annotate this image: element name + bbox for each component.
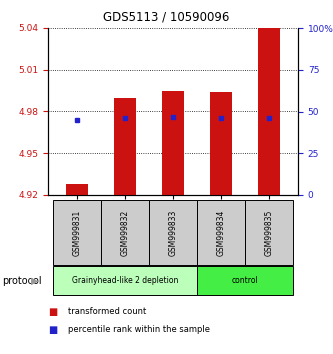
Text: GDS5113 / 10590096: GDS5113 / 10590096 [103, 10, 230, 23]
Bar [245, 200, 293, 265]
Text: percentile rank within the sample: percentile rank within the sample [68, 325, 210, 335]
Text: GSM999833: GSM999833 [168, 209, 177, 256]
Bar [101, 200, 149, 265]
Text: GSM999832: GSM999832 [121, 209, 130, 256]
Text: ▶: ▶ [31, 275, 38, 285]
Bar [53, 200, 101, 265]
Text: transformed count: transformed count [68, 308, 146, 316]
Text: GSM999831: GSM999831 [72, 209, 81, 256]
Bar [210, 92, 232, 195]
Text: ■: ■ [48, 325, 57, 335]
Bar [53, 266, 197, 295]
Text: protocol: protocol [2, 275, 41, 285]
Bar [114, 98, 136, 195]
Text: GSM999834: GSM999834 [216, 209, 225, 256]
Bar [197, 200, 245, 265]
Text: GSM999835: GSM999835 [265, 209, 274, 256]
Bar [162, 91, 184, 195]
Bar [197, 266, 293, 295]
Bar [149, 200, 197, 265]
Bar [66, 184, 88, 195]
Text: Grainyhead-like 2 depletion: Grainyhead-like 2 depletion [72, 276, 178, 285]
Text: control: control [232, 276, 258, 285]
Bar [258, 28, 280, 195]
Text: ■: ■ [48, 307, 57, 317]
